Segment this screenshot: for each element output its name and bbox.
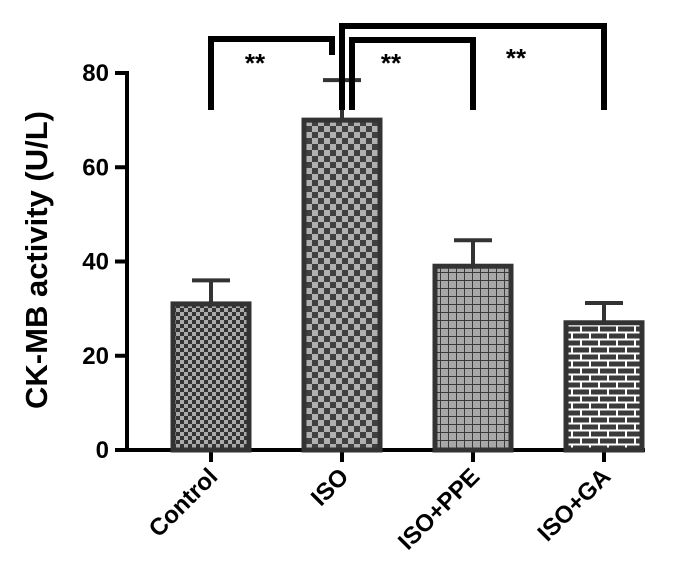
bar-iso-ga <box>563 320 645 453</box>
significance-label: ** <box>245 48 266 78</box>
y-axis-title: CK-MB activity (U/L) <box>19 111 54 409</box>
x-category-label: Control <box>144 463 223 542</box>
bar-iso-ppe <box>432 263 514 453</box>
y-tick-label: 40 <box>82 249 109 276</box>
x-category-label: ISO <box>306 463 354 511</box>
significance-bracket <box>349 37 476 110</box>
bar-iso <box>301 117 383 453</box>
x-category-label: ISO+PPE <box>393 463 485 555</box>
x-category-label: ISO+GA <box>533 463 617 547</box>
bars <box>170 117 645 453</box>
y-tick-label: 0 <box>96 437 109 464</box>
y-tick-label: 20 <box>82 343 109 370</box>
significance-bracket <box>208 36 335 110</box>
y-axis: 0 20 40 60 80 <box>82 60 129 464</box>
significance-brackets: ** ** ** <box>208 23 607 110</box>
significance-label: ** <box>506 43 527 73</box>
y-tick-label: 80 <box>82 60 109 87</box>
significance-bracket <box>339 23 607 110</box>
y-tick-label: 60 <box>82 154 109 181</box>
bar-control <box>170 301 252 453</box>
significance-label: ** <box>381 48 402 78</box>
error-bars <box>192 78 623 323</box>
x-axis: Control ISO ISO+PPE ISO+GA <box>125 448 645 555</box>
